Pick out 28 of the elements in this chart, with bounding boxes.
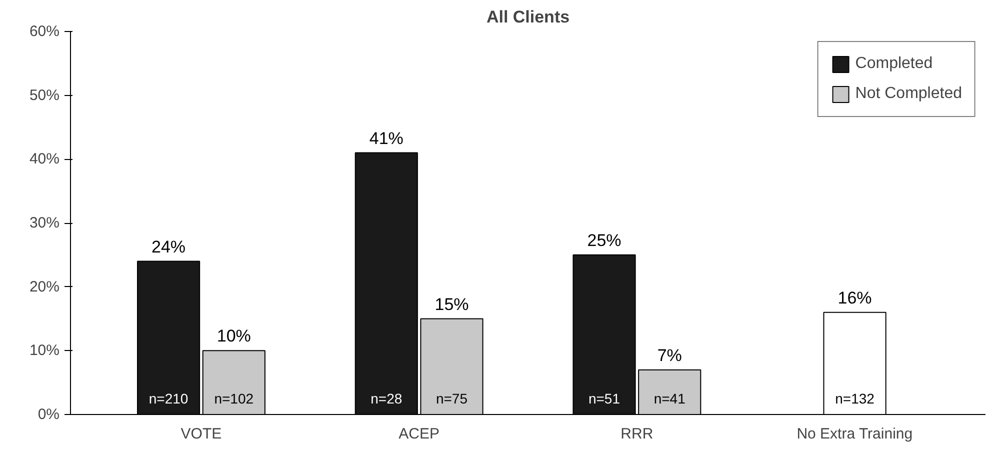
annotation: n=210: [148, 390, 188, 406]
legend-label: Completed: [855, 55, 933, 73]
data-label: 7%: [657, 346, 682, 365]
y-tick-label: 50%: [29, 86, 60, 104]
data-label: 10%: [216, 326, 251, 346]
data-label: 16%: [838, 288, 872, 308]
data-label: 24%: [152, 237, 186, 256]
x-tick-label: RRR: [620, 426, 654, 442]
y-tick-label: 30%: [29, 214, 60, 232]
data-label: 41%: [369, 128, 404, 148]
x-tick-label: VOTE: [180, 426, 222, 442]
annotation: n=75: [436, 390, 468, 406]
annotation: n=51: [588, 390, 620, 406]
y-tick-label: 60%: [29, 23, 60, 40]
y-tick-label: 10%: [29, 342, 60, 360]
annotation: n=132: [835, 390, 875, 406]
data-label: 15%: [434, 294, 469, 314]
y-tick-label: 40%: [29, 150, 60, 168]
y-tick-label: 0%: [38, 406, 60, 423]
data-label: 25%: [587, 230, 622, 250]
annotation: n=28: [370, 390, 402, 406]
annotation: n=41: [654, 390, 686, 406]
annotation: n=102: [214, 390, 254, 406]
legend-label: Not Completed: [855, 85, 962, 103]
chart-title: All Clients: [486, 8, 570, 26]
x-tick-label: ACEP: [398, 426, 440, 442]
x-tick-label: No Extra Training: [796, 426, 913, 442]
y-tick-label: 20%: [29, 278, 60, 296]
